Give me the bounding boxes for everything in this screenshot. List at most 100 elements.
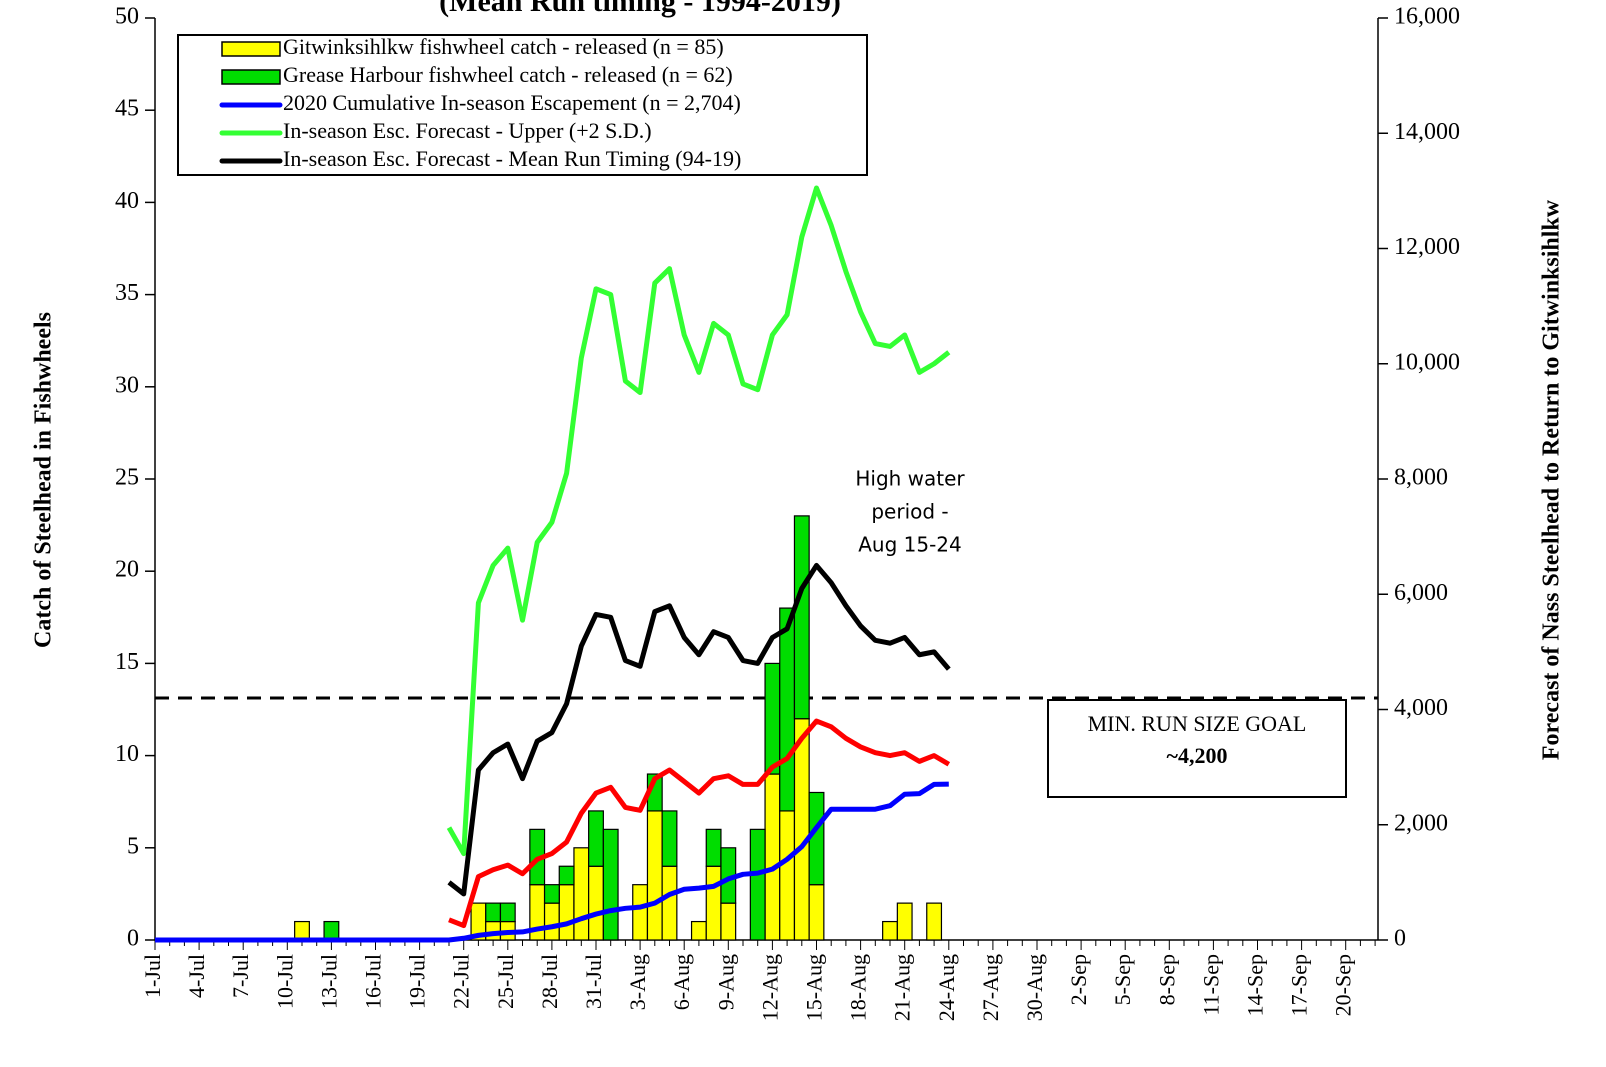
bar xyxy=(294,920,310,941)
y-tick-label: 15 xyxy=(115,649,139,675)
legend-label: In-season Esc. Forecast - Upper (+2 S.D.… xyxy=(283,118,652,143)
legend-label: Grease Harbour fishwheel catch - release… xyxy=(283,62,733,87)
bar xyxy=(793,718,810,941)
x-tick-label: 8-Sep xyxy=(1154,954,1179,1005)
bar xyxy=(764,662,781,775)
y-tick-label: 35 xyxy=(115,280,139,306)
bar xyxy=(558,884,575,941)
bar xyxy=(779,810,796,941)
x-tick-label: 28-Jul xyxy=(537,954,562,1009)
x-tick-label: 24-Aug xyxy=(934,954,959,1021)
x-tick-label: 27-Aug xyxy=(978,954,1003,1021)
x-tick-label: 13-Jul xyxy=(316,954,341,1009)
bar xyxy=(690,920,707,941)
y2-tick-label: 10,000 xyxy=(1394,349,1460,375)
bar xyxy=(661,865,678,941)
y-tick-label: 45 xyxy=(115,96,139,122)
bar xyxy=(793,515,810,720)
y-tick-label: 30 xyxy=(115,372,139,398)
y2-axis-label: Forecast of Nass Steelhead to Return to … xyxy=(1539,199,1565,760)
bar xyxy=(485,902,502,923)
line xyxy=(448,718,951,929)
annotation-text: MIN. RUN SIZE GOAL xyxy=(1088,711,1307,736)
x-tick-label: 6-Aug xyxy=(669,954,694,1010)
x-tick-label: 25-Jul xyxy=(493,954,518,1009)
bar xyxy=(588,865,604,941)
chart-title: (Mean Run timing - 1994-2019) xyxy=(439,0,841,18)
line xyxy=(446,185,951,857)
bar xyxy=(588,810,604,867)
x-tick-label: 22-Jul xyxy=(449,954,474,1009)
y-tick-label: 5 xyxy=(127,833,139,859)
legend-swatch xyxy=(221,69,281,85)
bar xyxy=(499,902,516,923)
y-axis-label: Catch of Steelhead in Fishwheels xyxy=(31,312,57,648)
bar xyxy=(779,607,796,812)
x-tick-label: 30-Aug xyxy=(1022,954,1047,1021)
legend-swatch xyxy=(221,41,281,57)
x-tick-label: 19-Jul xyxy=(405,954,430,1009)
y-tick-label: 0 xyxy=(127,926,139,952)
x-tick-label: 10-Jul xyxy=(272,954,297,1009)
bar xyxy=(705,828,722,867)
x-tick-label: 16-Jul xyxy=(361,954,386,1009)
bar xyxy=(749,828,766,941)
bar xyxy=(602,828,619,941)
x-tick-label: 18-Aug xyxy=(846,954,871,1021)
annotation-text: ~4,200 xyxy=(1167,743,1228,768)
bar xyxy=(926,902,943,941)
x-tick-label: 9-Aug xyxy=(713,954,738,1010)
bar xyxy=(573,847,590,941)
y2-tick-label: 12,000 xyxy=(1394,234,1460,260)
y2-tick-label: 8,000 xyxy=(1394,465,1448,491)
y-tick-label: 50 xyxy=(115,4,139,30)
x-tick-label: 21-Aug xyxy=(890,954,915,1021)
x-tick-label: 7-Jul xyxy=(228,954,253,998)
y-tick-label: 20 xyxy=(115,557,139,583)
line xyxy=(155,781,949,943)
bar xyxy=(323,920,340,941)
bar xyxy=(705,865,722,941)
legend: Gitwinksihlkw fishwheel catch - released… xyxy=(177,34,868,176)
y2-tick-label: 16,000 xyxy=(1394,4,1460,30)
y2-tick-label: 4,000 xyxy=(1394,695,1448,721)
x-tick-label: 2-Sep xyxy=(1066,954,1091,1005)
y-tick-label: 25 xyxy=(115,465,139,491)
line xyxy=(447,562,951,897)
bar xyxy=(661,810,678,867)
x-tick-label: 14-Sep xyxy=(1243,954,1268,1016)
y2-tick-label: 6,000 xyxy=(1394,580,1448,606)
annotation-text: Aug 15-24 xyxy=(858,533,962,557)
y2-tick-label: 14,000 xyxy=(1394,119,1460,145)
x-tick-label: 15-Aug xyxy=(802,954,827,1021)
bar xyxy=(896,902,913,941)
bar xyxy=(808,791,825,886)
bar xyxy=(646,810,663,941)
bar xyxy=(543,884,560,904)
bar xyxy=(632,884,649,941)
x-tick-label: 3-Aug xyxy=(625,954,650,1010)
x-tick-label: 5-Sep xyxy=(1110,954,1135,1005)
x-tick-label: 4-Jul xyxy=(184,954,209,998)
y-tick-label: 40 xyxy=(115,188,139,214)
bar xyxy=(558,865,575,886)
x-tick-label: 12-Aug xyxy=(757,954,782,1021)
bar xyxy=(882,920,898,941)
annotation-text: period - xyxy=(871,500,948,524)
legend-label: 2020 Cumulative In-season Escapement (n … xyxy=(283,90,741,115)
x-tick-label: 11-Sep xyxy=(1198,954,1223,1016)
legend-label: In-season Esc. Forecast - Mean Run Timin… xyxy=(283,146,741,171)
x-tick-label: 1-Jul xyxy=(140,954,165,998)
legend-box xyxy=(177,34,868,176)
y2-tick-label: 0 xyxy=(1394,926,1406,952)
x-tick-label: 20-Sep xyxy=(1331,954,1356,1016)
legend-label: Gitwinksihlkw fishwheel catch - released… xyxy=(283,34,724,59)
x-tick-label: 17-Sep xyxy=(1287,954,1312,1016)
bar xyxy=(764,773,781,941)
annotation-text: High water xyxy=(855,467,965,491)
bar xyxy=(720,902,737,941)
bar xyxy=(808,884,825,941)
y2-tick-label: 2,000 xyxy=(1394,810,1448,836)
annotation-box xyxy=(1047,699,1347,798)
